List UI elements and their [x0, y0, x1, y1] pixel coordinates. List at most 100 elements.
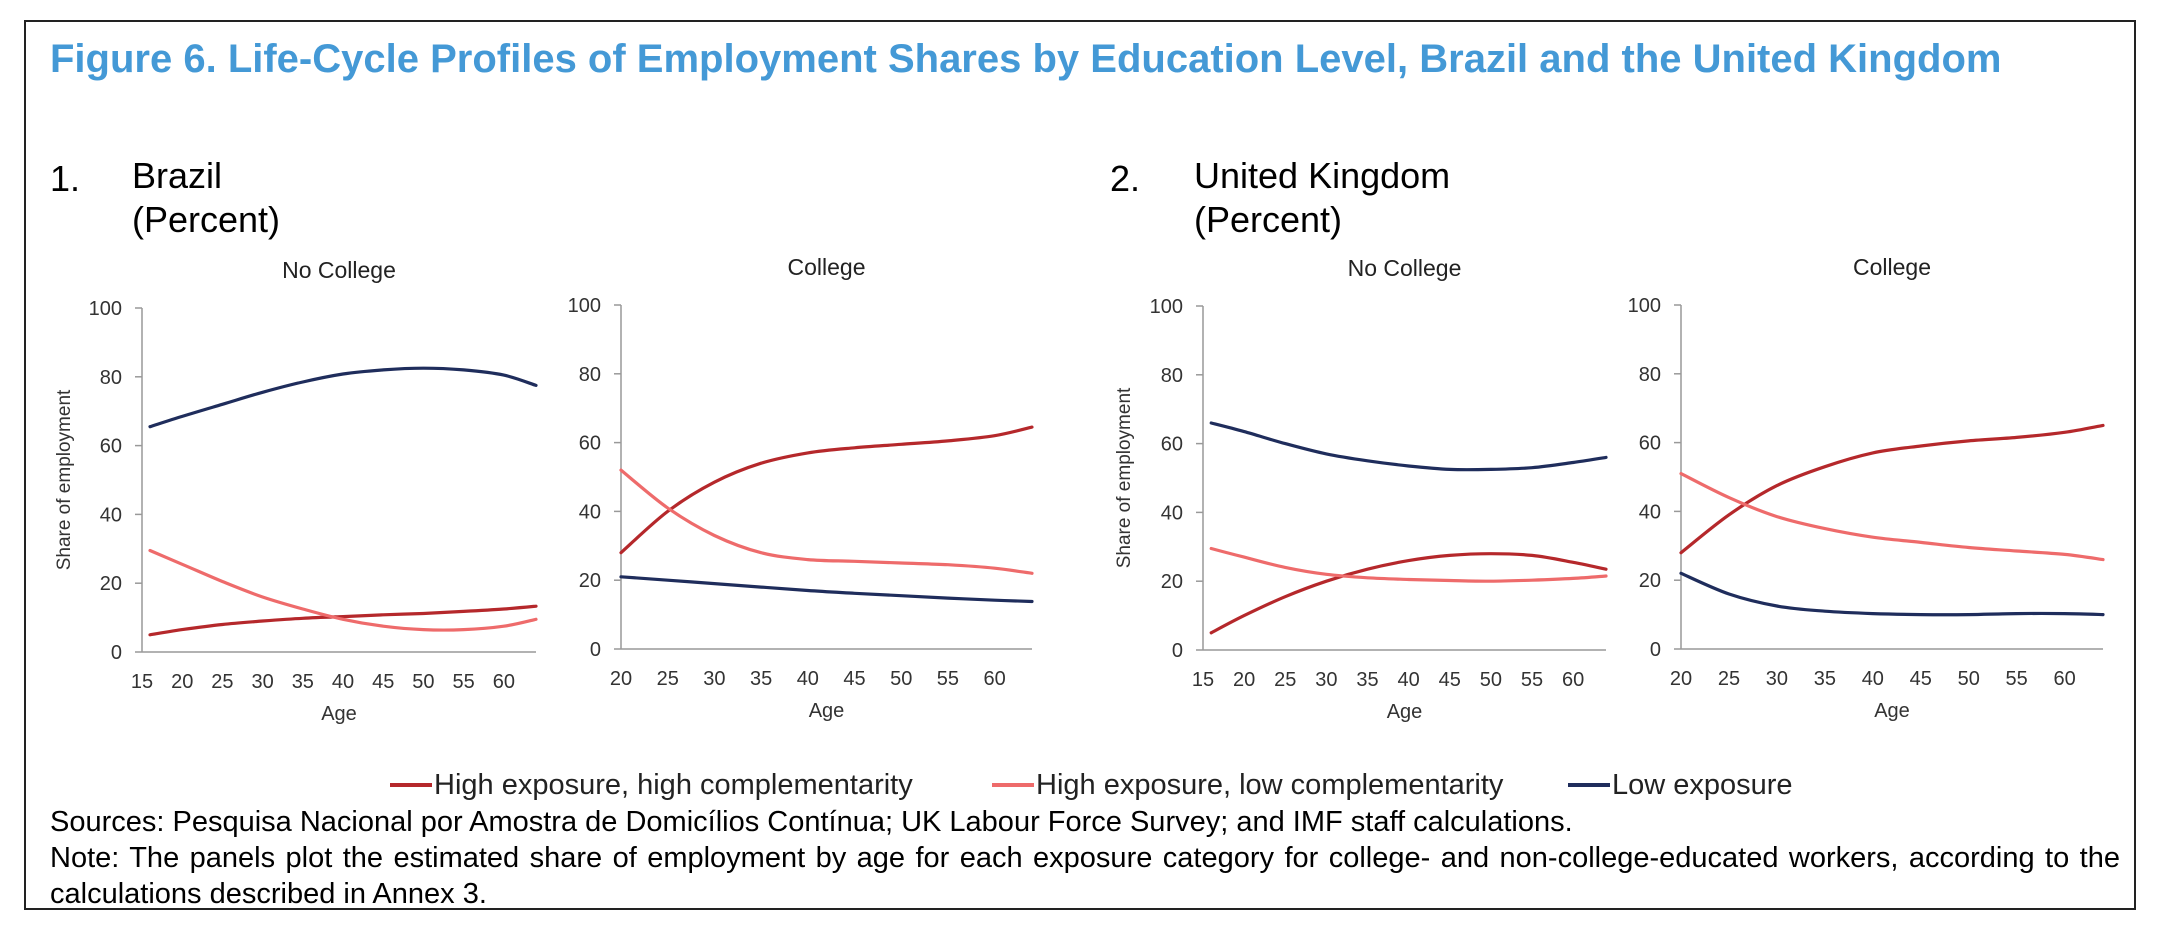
panel-2-unit: (Percent) [1194, 199, 1343, 240]
chart-2-series-low [619, 575, 1034, 604]
chart-3-y-tick-label: 0 [1172, 640, 1183, 662]
chart-1-x-tick-label: 45 [372, 671, 394, 693]
chart-1-x-tick-label: 35 [292, 671, 314, 693]
chart-4-series-high-high [1679, 423, 2105, 555]
chart-4-y-tick-label: 80 [1639, 364, 1661, 386]
chart-1-series-high-low [148, 548, 538, 632]
panel-1-number: 1. [50, 158, 81, 199]
chart-4-x-tick-label: 60 [2054, 668, 2076, 690]
chart-3-x-tick-label: 25 [1274, 669, 1296, 691]
chart-3-x-tick-label: 30 [1315, 669, 1337, 691]
chart-1-x-tick-label: 55 [453, 671, 475, 693]
chart-3-x-tick-label: 40 [1397, 669, 1419, 691]
chart-1-series-low [148, 366, 538, 429]
chart-2-x-label: Age [809, 700, 845, 722]
chart-4-y-tick-label: 0 [1650, 639, 1661, 661]
panel-1-unit: (Percent) [132, 199, 281, 240]
chart-2-x-tick-label: 60 [984, 668, 1006, 690]
chart-3-x-tick-label: 60 [1562, 669, 1584, 691]
chart-2-x-tick-label: 50 [890, 668, 912, 690]
chart-2-x-tick-label: 35 [750, 668, 772, 690]
legend-swatch-high-low [992, 783, 1034, 787]
chart-4-series-high-low [1679, 472, 2105, 562]
chart-3-x-tick-label: 50 [1480, 669, 1502, 691]
chart-4-x-tick-label: 55 [2006, 668, 2028, 690]
legend-item-low: Low exposure [1568, 762, 1793, 808]
chart-2-series-high-low [619, 468, 1034, 575]
chart-3-y-tick-label: 20 [1161, 571, 1183, 593]
chart-4-x-tick-label: 45 [1910, 668, 1932, 690]
chart-4-y-tick-label: 40 [1639, 501, 1661, 523]
chart-2: College 0 20 40 60 80 100 20 25 30 35 40 45 50 55 60 Age [568, 254, 1034, 722]
chart-1-y-label: Share of employment [54, 389, 75, 570]
chart-1-y-tick-label: 80 [100, 367, 122, 389]
chart-1-title: No College [282, 257, 396, 283]
chart-4-x-tick-label: 30 [1766, 668, 1788, 690]
chart-3-series-high-low [1209, 546, 1608, 583]
chart-3-x-tick-label: 20 [1233, 669, 1255, 691]
chart-legend: High exposure, high complementarity High… [26, 762, 2138, 808]
chart-2-y-tick-label: 100 [568, 295, 601, 317]
chart-3-series-high-high [1209, 552, 1608, 635]
chart-4-series-low [1679, 571, 2105, 617]
chart-1-series-high-high [148, 604, 538, 637]
figure-frame: Figure 6. Life-Cycle Profiles of Employm… [24, 20, 2136, 910]
chart-4-x-tick-label: 35 [1814, 668, 1836, 690]
chart-3-y-tick-label: 80 [1161, 365, 1183, 387]
chart-3-x-tick-label: 55 [1521, 669, 1543, 691]
chart-4-x-tick-label: 40 [1862, 668, 1884, 690]
chart-1-y-tick-label: 40 [100, 504, 122, 526]
chart-1: No College 0 20 40 60 80 100 15 20 25 30 35 40 45 50 55… [54, 257, 538, 725]
panel-2-title: United Kingdom (Percent) [1194, 154, 1450, 242]
chart-1-x-tick-label: 40 [332, 671, 354, 693]
panel-1-title: Brazil (Percent) [132, 154, 280, 242]
chart-2-x-tick-label: 30 [703, 668, 725, 690]
chart-2-x-tick-label: 45 [843, 668, 865, 690]
chart-4-y-tick-label: 20 [1639, 570, 1661, 592]
chart-1-y-tick-label: 20 [100, 573, 122, 595]
chart-2-x-tick-label: 55 [937, 668, 959, 690]
chart-4-x-label: Age [1874, 700, 1910, 722]
chart-1-x-tick-label: 50 [412, 671, 434, 693]
chart-3-x-tick-label: 45 [1439, 669, 1461, 691]
sources-text: Sources: Pesquisa Nacional por Amostra d… [50, 806, 1573, 838]
chart-2-series-high-high [619, 425, 1034, 555]
chart-3-y-label: Share of employment [1114, 387, 1135, 568]
chart-1-x-tick-label: 15 [131, 671, 153, 693]
chart-2-x-tick-label: 25 [657, 668, 679, 690]
chart-1-x-tick-label: 30 [251, 671, 273, 693]
panel-2-name: United Kingdom [1194, 155, 1451, 196]
chart-4-x-tick-label: 25 [1718, 668, 1740, 690]
legend-label-high-high: High exposure, high complementarity [434, 768, 913, 801]
legend-item-high-low: High exposure, low complementarity [992, 762, 1503, 808]
chart-2-y-tick-label: 40 [579, 501, 601, 523]
chart-1-y-tick-label: 100 [89, 298, 122, 320]
chart-1-x-tick-label: 20 [171, 671, 193, 693]
chart-3-series-low [1209, 421, 1608, 472]
chart-1-x-tick-label: 25 [211, 671, 233, 693]
chart-1-x-label: Age [321, 703, 357, 725]
chart-3-x-label: Age [1387, 701, 1423, 723]
chart-3-title: No College [1348, 255, 1462, 281]
chart-4-title: College [1853, 254, 1931, 280]
chart-1-x-tick-label: 60 [493, 671, 515, 693]
panel-2-number: 2. [1110, 158, 1141, 199]
legend-item-high-high: High exposure, high complementarity [390, 762, 913, 808]
chart-3-y-tick-label: 60 [1161, 434, 1183, 456]
chart-3-y-tick-label: 100 [1150, 296, 1183, 318]
chart-3-y-tick-label: 40 [1161, 502, 1183, 524]
legend-swatch-low [1568, 783, 1610, 787]
chart-4-x-tick-label: 50 [1958, 668, 1980, 690]
chart-1-y-tick-label: 60 [100, 436, 122, 458]
chart-2-x-tick-label: 20 [610, 668, 632, 690]
chart-4-y-tick-label: 60 [1639, 433, 1661, 455]
legend-label-low: Low exposure [1612, 768, 1793, 801]
chart-2-x-tick-label: 40 [797, 668, 819, 690]
chart-4-x-tick-label: 20 [1670, 668, 1692, 690]
chart-3-x-tick-label: 15 [1192, 669, 1214, 691]
chart-3: No College 0 20 40 60 80 100 15 20 25 30 35 40 45 50 55… [1114, 255, 1608, 723]
chart-2-y-tick-label: 80 [579, 364, 601, 386]
chart-1-y-tick-label: 0 [111, 642, 122, 664]
charts-area: No College 0 20 40 60 80 100 15 20 25 30 35 40 45 50 55… [54, 254, 2105, 725]
chart-4-y-tick-label: 100 [1628, 295, 1661, 317]
